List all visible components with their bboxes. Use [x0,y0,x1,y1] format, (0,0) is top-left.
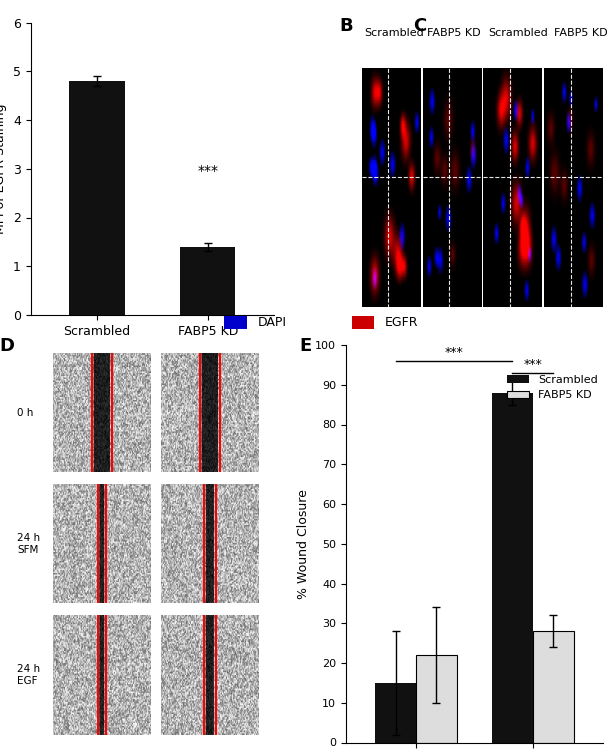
Text: 24 h
EGF: 24 h EGF [17,664,41,686]
Text: 24 h
SFM: 24 h SFM [17,533,41,554]
Text: ***: *** [523,358,542,370]
Y-axis label: MFI of EGFR Staining: MFI of EGFR Staining [0,104,7,234]
Text: EGF: EGF [505,0,530,2]
Text: 0 h: 0 h [17,407,34,418]
Text: D: D [0,337,15,355]
Bar [69,81,125,315]
Legend: Scrambled, FABP5 KD: Scrambled, FABP5 KD [502,370,602,405]
Text: E: E [300,337,312,355]
Bar [352,316,374,329]
Text: SFM: SFM [366,0,392,2]
Y-axis label: % Wound Closure: % Wound Closure [296,489,310,598]
Text: ***: *** [197,164,218,178]
Text: Scrambled: Scrambled [364,28,424,38]
Text: EGFR: EGFR [385,316,418,329]
Text: FABP5 KD: FABP5 KD [427,28,481,38]
Bar [224,316,247,329]
Text: FABP5 KD: FABP5 KD [554,28,608,38]
Bar [492,393,533,742]
Text: C: C [413,16,426,34]
Bar [416,655,457,742]
Text: Scrambled: Scrambled [60,357,119,367]
Bar [375,682,416,742]
Bar [533,632,574,742]
Bar [180,247,236,315]
Text: FABP5 KD: FABP5 KD [178,357,232,367]
Text: Scrambled: Scrambled [488,28,548,38]
Text: ***: *** [445,346,463,359]
Text: B: B [340,16,354,34]
Text: DAPI: DAPI [258,316,287,329]
